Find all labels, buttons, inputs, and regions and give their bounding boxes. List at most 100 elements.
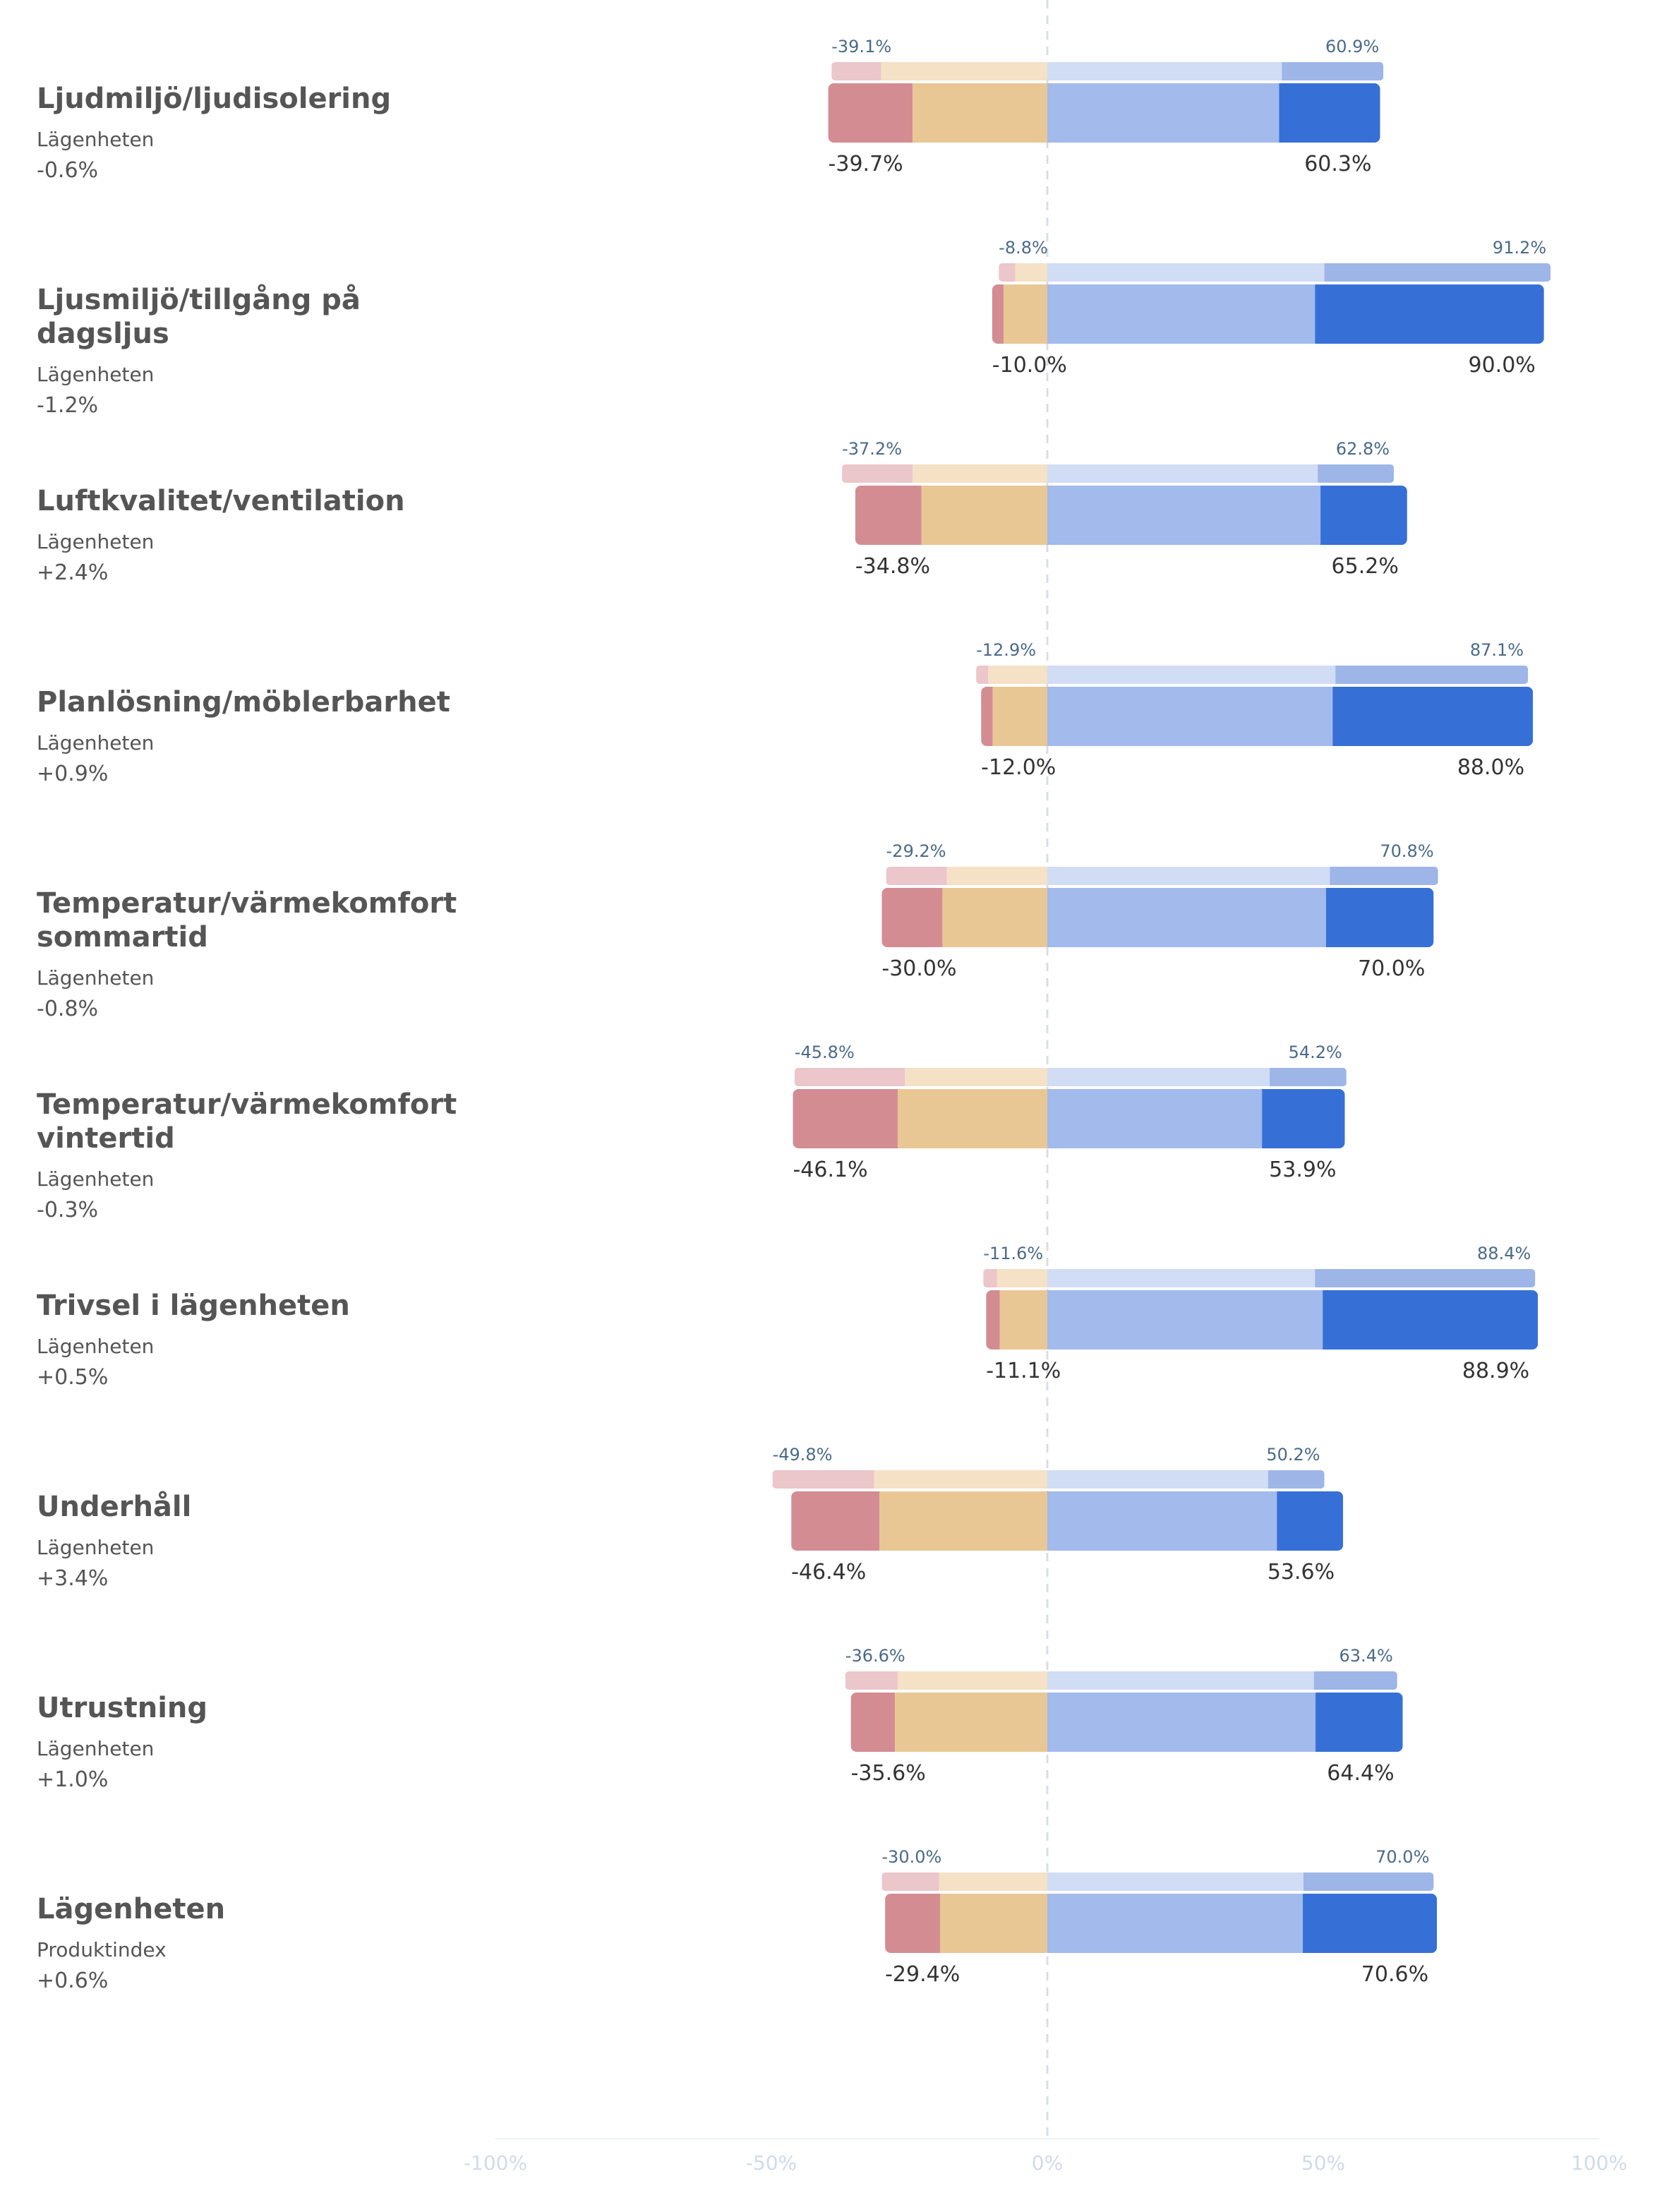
row-label-2: Luftkvalitet/ventilation Lägenheten +2.4% xyxy=(37,484,488,589)
main-row-1-bar xyxy=(992,284,1544,344)
row-label-5: Temperatur/värmekomfort vintertid Lägenhe… xyxy=(37,1088,488,1226)
main-row-7-neg-label: -46.4% xyxy=(791,1560,866,1585)
ref-row-3-bar xyxy=(976,666,1529,684)
main-row-0-strong-negative-segment xyxy=(828,83,913,143)
row-delta: +1.0% xyxy=(37,1767,109,1792)
main-row-6-pos-label: 88.9% xyxy=(1462,1359,1529,1383)
row-title: Ljusmiljö/tillgång på dagsljus xyxy=(37,284,361,350)
ref-row-2-pos-label: 62.8% xyxy=(1336,439,1390,459)
main-row-6-weak-positive-segment xyxy=(1047,1290,1323,1350)
row-subtitle: Lägenheten xyxy=(37,530,155,553)
ref-row-5-pos-label: 54.2% xyxy=(1289,1042,1342,1062)
ref-row-0-weak-positive-segment xyxy=(1047,62,1282,80)
ref-row-1-weak-positive-segment xyxy=(1047,263,1325,282)
ref-row-8-neg-label: -36.6% xyxy=(845,1646,905,1666)
row-subtitle: Lägenheten xyxy=(37,363,155,386)
ref-row-1-strong-positive-segment xyxy=(1324,263,1551,282)
ref-row-8-weak-negative-segment xyxy=(898,1671,1047,1690)
ref-row-7-neg-label: -49.8% xyxy=(773,1445,833,1465)
ref-row-8-weak-positive-segment xyxy=(1047,1671,1314,1690)
ref-row-6-bar xyxy=(983,1269,1536,1287)
main-row-1-weak-positive-segment xyxy=(1047,284,1315,344)
ref-row-6-neg-label: -11.6% xyxy=(983,1244,1043,1263)
ref-row-6-weak-negative-segment xyxy=(996,1269,1047,1287)
main-row-6-neg-label: -11.1% xyxy=(986,1359,1061,1383)
ref-row-3-weak-positive-segment xyxy=(1047,666,1336,684)
main-row-3-weak-positive-segment xyxy=(1047,687,1333,746)
row-title: Utrustning xyxy=(37,1692,208,1724)
main-row-1-pos-label: 90.0% xyxy=(1468,353,1535,378)
main-row-8-strong-positive-segment xyxy=(1315,1693,1403,1752)
main-row-0-bar xyxy=(828,83,1380,143)
main-row-0-neg-label: -39.7% xyxy=(829,152,903,176)
main-row-4-pos-label: 70.0% xyxy=(1358,956,1425,981)
ref-row-3-strong-positive-segment xyxy=(1335,666,1529,684)
ref-row-8-strong-positive-segment xyxy=(1313,1671,1397,1690)
main-row-4-strong-negative-segment xyxy=(881,888,943,947)
main-row-3-pos-label: 88.0% xyxy=(1457,755,1524,780)
main-row-5-pos-label: 53.9% xyxy=(1269,1158,1336,1182)
ref-row-7-pos-label: 50.2% xyxy=(1266,1445,1320,1465)
ref-row-5-strong-negative-segment xyxy=(794,1068,905,1086)
main-row-6-strong-negative-segment xyxy=(986,1290,1000,1350)
x-tick-label-3: 50% xyxy=(1301,2151,1345,2175)
row-delta: +0.6% xyxy=(37,1968,109,1993)
ref-row-3-strong-negative-segment xyxy=(976,666,989,684)
row-title: Luftkvalitet/ventilation xyxy=(37,485,405,517)
main-row-5-weak-negative-segment xyxy=(898,1089,1047,1148)
row-subtitle: Lägenheten xyxy=(37,731,155,755)
main-row-4-neg-label: -30.0% xyxy=(881,956,956,981)
main-row-4-bar xyxy=(881,888,1434,947)
ref-row-0-pos-label: 60.9% xyxy=(1325,37,1379,56)
row-subtitle: Produktindex xyxy=(37,1938,167,1961)
row-title: Underhåll xyxy=(37,1491,192,1523)
ref-row-7-bar xyxy=(772,1470,1325,1489)
ref-row-6-strong-negative-segment xyxy=(983,1269,997,1287)
x-tick-label-2: 0% xyxy=(1032,2151,1063,2175)
main-row-7-pos-label: 53.6% xyxy=(1267,1560,1335,1585)
ref-row-6-strong-positive-segment xyxy=(1315,1269,1536,1287)
main-row-3-bar xyxy=(981,687,1534,746)
main-row-2-strong-positive-segment xyxy=(1320,486,1407,545)
main-row-6-weak-negative-segment xyxy=(999,1290,1047,1350)
main-row-9-weak-negative-segment xyxy=(940,1894,1047,1953)
main-row-8-weak-negative-segment xyxy=(895,1693,1047,1752)
main-row-9-strong-negative-segment xyxy=(885,1894,941,1953)
main-row-5-neg-label: -46.1% xyxy=(793,1158,867,1182)
main-row-2-bar xyxy=(855,486,1407,545)
ref-row-0-bar xyxy=(831,62,1384,80)
row-title: Planlösning/möblerbarhet xyxy=(37,686,450,719)
main-row-0-weak-positive-segment xyxy=(1047,83,1279,143)
row-title: Ljudmiljö/ljudisolering xyxy=(37,83,392,115)
ref-row-4-weak-negative-segment xyxy=(946,867,1047,885)
row-label-6: Trivsel i lägenheten Lägenheten +0.5% xyxy=(37,1289,488,1393)
main-row-8-bar xyxy=(850,1693,1403,1752)
main-row-9-bar xyxy=(885,1894,1438,1953)
ref-row-3-weak-negative-segment xyxy=(988,666,1047,684)
main-row-0-strong-positive-segment xyxy=(1279,83,1380,143)
main-row-5-weak-positive-segment xyxy=(1047,1089,1263,1148)
ref-row-4-strong-negative-segment xyxy=(886,867,947,885)
main-row-8-pos-label: 64.4% xyxy=(1327,1761,1394,1786)
ref-row-4-weak-positive-segment xyxy=(1047,867,1330,885)
ref-row-2-bar xyxy=(842,464,1395,483)
ref-row-4-bar xyxy=(886,867,1438,885)
ref-row-1-weak-negative-segment xyxy=(1015,263,1047,282)
row-delta: +0.5% xyxy=(37,1365,109,1390)
row-title: Temperatur/värmekomfort vintertid xyxy=(37,1088,457,1155)
ref-row-5-bar xyxy=(794,1068,1347,1086)
main-row-3-strong-negative-segment xyxy=(981,687,993,746)
row-subtitle: Lägenheten xyxy=(37,966,155,990)
ref-row-9-strong-positive-segment xyxy=(1303,1873,1434,1891)
row-title: Trivsel i lägenheten xyxy=(37,1290,350,1322)
main-row-7-bar xyxy=(791,1491,1344,1551)
main-row-3-neg-label: -12.0% xyxy=(981,755,1056,780)
main-row-1-neg-label: -10.0% xyxy=(992,353,1067,378)
ref-row-6-weak-positive-segment xyxy=(1047,1269,1315,1287)
main-row-4-weak-positive-segment xyxy=(1047,888,1326,947)
ref-row-2-strong-negative-segment xyxy=(842,464,913,483)
main-row-1-strong-positive-segment xyxy=(1315,284,1544,344)
ref-row-6-pos-label: 88.4% xyxy=(1477,1244,1531,1263)
ref-row-1-bar xyxy=(999,263,1551,282)
